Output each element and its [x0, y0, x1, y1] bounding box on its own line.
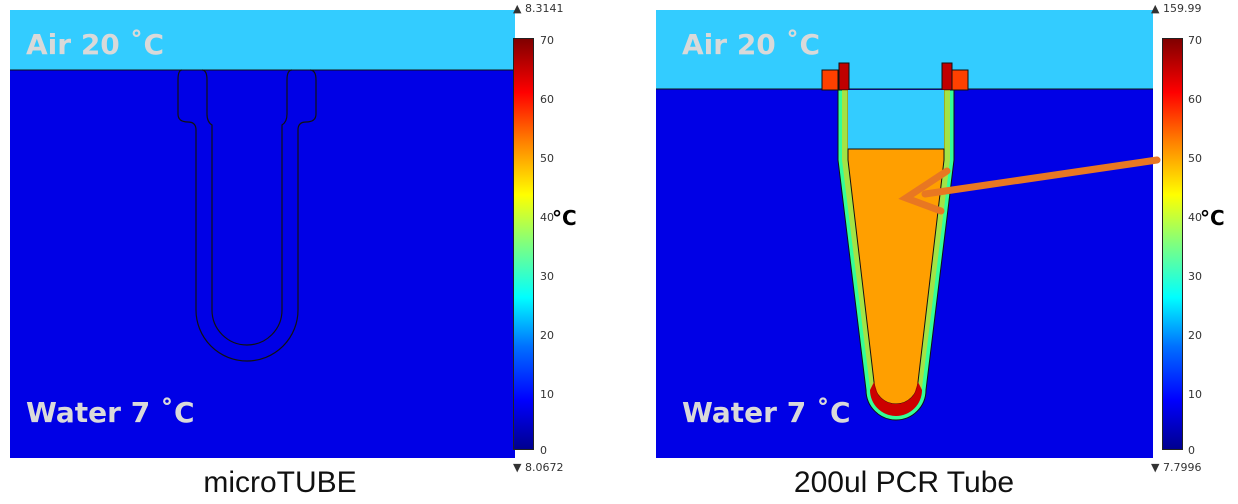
max-value-label: ▲ 8.3141: [513, 2, 564, 15]
tick-label: 70: [540, 34, 554, 47]
pcr-tube-outline: [656, 62, 1153, 421]
microtube-caption: microTUBE: [203, 466, 357, 499]
water-label: Water 7 ˚C: [26, 396, 195, 429]
tick-label: 60: [540, 93, 554, 106]
microtube-outline: [10, 69, 515, 362]
air-label: Air 20 ˚C: [682, 28, 821, 61]
tick-label: 40: [1188, 211, 1202, 224]
tick-label: 0: [540, 444, 547, 457]
tick-label: 50: [1188, 152, 1202, 165]
temperature-colorbar: [513, 38, 534, 450]
min-value-label: ▼ 7.7996: [1151, 461, 1202, 474]
tick-label: 30: [1188, 270, 1202, 283]
tick-label: 50: [540, 152, 554, 165]
water-label: Water 7 ˚C: [682, 396, 851, 429]
air-region: [656, 10, 1153, 89]
water-region: [10, 70, 515, 458]
unit-label: °C: [1200, 206, 1225, 230]
tick-label: 20: [540, 329, 554, 342]
tick-label: 70: [1188, 34, 1202, 47]
microtube-simulation-panel: Air 20 ˚C Water 7 ˚C: [10, 10, 515, 458]
tick-label: 0: [1188, 444, 1195, 457]
tick-label: 30: [540, 270, 554, 283]
tick-label: 20: [1188, 329, 1202, 342]
air-region: [10, 10, 515, 70]
air-label: Air 20 ˚C: [26, 28, 165, 61]
min-value-label: ▼ 8.0672: [513, 461, 564, 474]
temperature-colorbar: [1162, 38, 1183, 450]
unit-label: °C: [552, 206, 577, 230]
pcr-tube-caption: 200ul PCR Tube: [793, 466, 1015, 499]
tick-label: 40: [540, 211, 554, 224]
pcr-tube-simulation-panel: Air 20 ˚C Water 7 ˚C: [656, 10, 1153, 458]
tick-label: 10: [1188, 388, 1202, 401]
tick-label: 10: [540, 388, 554, 401]
tick-label: 60: [1188, 93, 1202, 106]
max-value-label: ▲ 159.99: [1151, 2, 1202, 15]
